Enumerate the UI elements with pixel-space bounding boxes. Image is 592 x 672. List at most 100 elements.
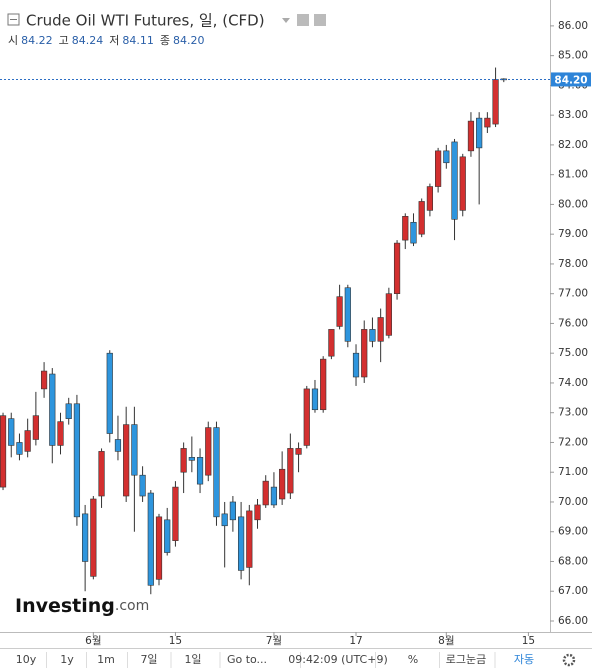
candle-body bbox=[40, 370, 48, 390]
last-price-label: 84.20 bbox=[554, 74, 587, 86]
y-tick-label: 66.00 bbox=[558, 615, 588, 627]
y-tick-label: 67.00 bbox=[558, 585, 588, 597]
ohlc-label: 고 bbox=[59, 34, 69, 47]
y-tick-label: 71.00 bbox=[558, 466, 588, 478]
candle-body bbox=[295, 448, 302, 455]
y-tick-label: 70.00 bbox=[558, 496, 588, 508]
y-tick-label: 79.00 bbox=[558, 228, 588, 240]
x-tick-label: 15 bbox=[169, 635, 182, 647]
toolbar-button[interactable]: 10y bbox=[16, 653, 37, 666]
y-tick-label: 80.00 bbox=[558, 198, 588, 210]
candle-body bbox=[205, 427, 212, 476]
candle-body bbox=[270, 486, 278, 506]
ohlc-value: 84.11 bbox=[122, 34, 154, 47]
y-tick-label: 76.00 bbox=[558, 317, 588, 329]
candle-body bbox=[147, 492, 154, 586]
candle-body bbox=[262, 480, 269, 506]
candle-body bbox=[32, 415, 39, 440]
candle-body bbox=[336, 296, 343, 327]
y-tick-label: 69.00 bbox=[558, 526, 588, 538]
y-tick-label: 75.00 bbox=[558, 347, 588, 359]
candle-body bbox=[65, 403, 72, 419]
candle-body bbox=[90, 498, 97, 577]
toolbar-button[interactable]: 로그눈금 bbox=[446, 653, 486, 666]
y-tick-label: 82.00 bbox=[558, 139, 588, 151]
y-tick-label: 68.00 bbox=[558, 555, 588, 567]
candle-body bbox=[172, 486, 179, 541]
candle-body bbox=[344, 287, 351, 342]
candle-body bbox=[451, 141, 458, 220]
y-tick-label: 81.00 bbox=[558, 169, 588, 181]
dropdown-arrow[interactable] bbox=[282, 18, 290, 23]
candle-body bbox=[492, 79, 499, 125]
settings-icon[interactable] bbox=[314, 14, 326, 26]
toolbar-button[interactable]: 09:42:09 (UTC+9) bbox=[288, 653, 388, 666]
toolbar-settings[interactable] bbox=[562, 653, 576, 667]
y-tick-label: 77.00 bbox=[558, 288, 588, 300]
candle-body bbox=[385, 293, 392, 336]
candle-body bbox=[213, 427, 220, 518]
candle-body bbox=[418, 201, 425, 235]
logo: Investing.com bbox=[15, 595, 149, 617]
candle-body bbox=[279, 468, 286, 500]
candle-body bbox=[196, 457, 204, 485]
toolbar-button[interactable]: 자동 bbox=[514, 653, 534, 666]
y-tick-label: 86.00 bbox=[558, 20, 588, 32]
logo-suffix: .com bbox=[115, 598, 149, 614]
candle-body bbox=[328, 329, 335, 357]
candle-body bbox=[49, 373, 56, 446]
candle-body bbox=[484, 117, 491, 128]
candle-body bbox=[467, 120, 475, 152]
candle-body bbox=[114, 439, 122, 452]
candle-body bbox=[0, 415, 7, 488]
y-tick-label: 72.00 bbox=[558, 436, 588, 448]
toolbar-button[interactable]: 1m bbox=[97, 653, 115, 666]
candle-body bbox=[443, 150, 450, 164]
candle-body bbox=[410, 221, 417, 244]
candle-body bbox=[123, 424, 130, 497]
candle-body bbox=[221, 513, 228, 527]
ohlc-legend: 시 84.22 고 84.24 저 84.11 종 84.20 bbox=[8, 34, 205, 47]
collapse-icon[interactable] bbox=[7, 13, 20, 26]
candle-body bbox=[369, 329, 376, 342]
eye-icon[interactable] bbox=[297, 14, 309, 26]
y-tick-label: 83.00 bbox=[558, 109, 588, 121]
candle-body bbox=[361, 329, 368, 378]
toolbar-button[interactable]: % bbox=[408, 653, 418, 666]
chart-title: Crude Oil WTI Futures, 일, (CFD) bbox=[26, 12, 265, 30]
candle-body bbox=[254, 504, 261, 521]
ohlc-value: 84.24 bbox=[72, 34, 104, 47]
candle-body bbox=[237, 516, 245, 571]
candle-body bbox=[459, 156, 466, 211]
ohlc-value: 84.22 bbox=[21, 34, 53, 47]
candle-body bbox=[16, 442, 23, 455]
candle-body bbox=[435, 150, 442, 187]
ohlc-label: 종 bbox=[160, 34, 170, 47]
toolbar-button[interactable]: Go to... bbox=[227, 653, 267, 666]
toolbar-button[interactable]: 1y bbox=[60, 653, 74, 666]
toolbar-button[interactable]: 7일 bbox=[140, 652, 157, 666]
candle-body bbox=[352, 352, 360, 378]
candle-body bbox=[57, 421, 64, 446]
candle-body bbox=[426, 186, 434, 211]
candle-body bbox=[377, 317, 384, 342]
logo-brand: Investing bbox=[15, 595, 115, 617]
candle-body bbox=[73, 403, 81, 518]
x-tick-label: 8월 bbox=[438, 635, 454, 647]
x-tick-label: 17 bbox=[349, 635, 362, 647]
candle-body bbox=[98, 451, 105, 497]
y-tick-label: 78.00 bbox=[558, 258, 588, 270]
candle-body bbox=[229, 501, 236, 521]
last-price-tag bbox=[551, 72, 591, 87]
candle-body bbox=[393, 242, 401, 294]
candle-body bbox=[131, 424, 138, 476]
y-tick-label: 74.00 bbox=[558, 377, 588, 389]
candle-body bbox=[188, 457, 195, 461]
y-tick-label: 73.00 bbox=[558, 407, 588, 419]
ohlc-label: 저 bbox=[109, 34, 119, 47]
plot-area bbox=[0, 67, 507, 595]
toolbar-button[interactable]: 1일 bbox=[184, 652, 201, 666]
candle-body bbox=[180, 448, 187, 473]
